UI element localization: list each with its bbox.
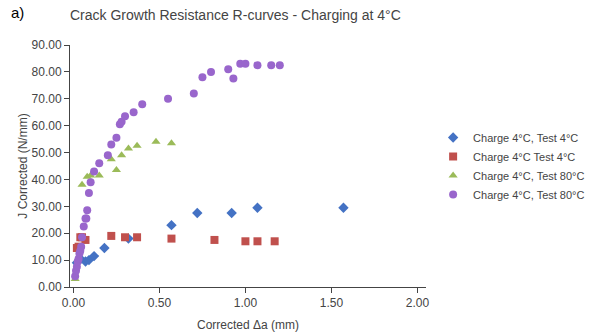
svg-text:10.00: 10.00 [32, 253, 62, 267]
svg-text:60.00: 60.00 [32, 119, 62, 133]
svg-text:Charge 4°C, Test 80°C: Charge 4°C, Test 80°C [473, 170, 584, 182]
svg-text:a): a) [11, 4, 24, 21]
svg-text:1.00: 1.00 [234, 296, 258, 310]
svg-text:J Corrected (N/mm): J Corrected (N/mm) [16, 113, 30, 218]
svg-text:90.00: 90.00 [32, 38, 62, 52]
svg-text:Crack Growth Resistance R-curv: Crack Growth Resistance R-curves - Charg… [70, 7, 401, 23]
svg-text:0.50: 0.50 [148, 296, 172, 310]
svg-text:1.50: 1.50 [320, 296, 344, 310]
svg-text:Corrected Δa (mm): Corrected Δa (mm) [197, 318, 299, 332]
svg-text:Charge 4°C, Test 80°C: Charge 4°C, Test 80°C [473, 189, 584, 201]
svg-text:0.00: 0.00 [62, 296, 86, 310]
svg-text:0.00: 0.00 [38, 280, 62, 294]
svg-text:80.00: 80.00 [32, 65, 62, 79]
svg-text:70.00: 70.00 [32, 92, 62, 106]
svg-text:Charge 4°C Test 4°C: Charge 4°C Test 4°C [473, 151, 575, 163]
svg-text:20.00: 20.00 [32, 226, 62, 240]
svg-text:2.00: 2.00 [406, 296, 430, 310]
svg-text:30.00: 30.00 [32, 200, 62, 214]
svg-text:Charge 4°C, Test 4°C: Charge 4°C, Test 4°C [473, 132, 578, 144]
svg-text:50.00: 50.00 [32, 146, 62, 160]
svg-text:40.00: 40.00 [32, 173, 62, 187]
